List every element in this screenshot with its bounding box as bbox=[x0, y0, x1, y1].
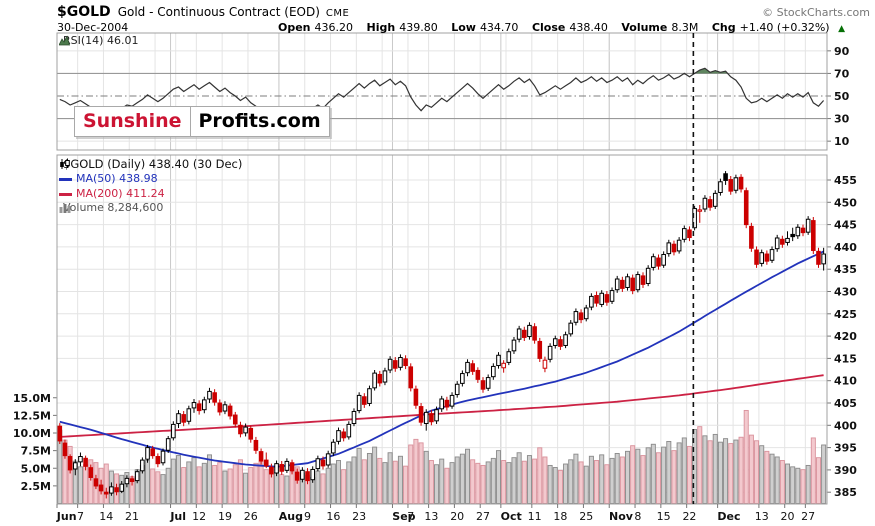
low-value: 434.70 bbox=[479, 21, 519, 34]
svg-text:14: 14 bbox=[99, 510, 113, 523]
svg-text:435: 435 bbox=[834, 263, 857, 276]
svg-text:430: 430 bbox=[834, 286, 857, 299]
svg-text:405: 405 bbox=[834, 397, 857, 410]
copyright: © StockCharts.com bbox=[762, 6, 870, 19]
volume-label: Volume bbox=[621, 21, 668, 34]
svg-text:7.5M: 7.5M bbox=[21, 445, 51, 458]
svg-text:455: 455 bbox=[834, 174, 857, 187]
svg-text:15: 15 bbox=[657, 510, 671, 523]
svg-text:395: 395 bbox=[834, 442, 857, 455]
svg-text:20: 20 bbox=[781, 510, 795, 523]
price-legend-title: $GOLD (Daily) 438.40 (30 Dec) bbox=[59, 158, 242, 170]
svg-text:10.0M: 10.0M bbox=[13, 427, 51, 440]
svg-text:Oct: Oct bbox=[501, 510, 522, 523]
svg-text:Nov: Nov bbox=[609, 510, 634, 523]
watermark-profits: Profits.com bbox=[189, 106, 330, 137]
ma200-legend-label: MA(200) 411.24 bbox=[76, 187, 165, 200]
quote-row: 30-Dec-2004 Open 436.20 High 439.80 Low 434… bbox=[57, 21, 845, 34]
svg-text:16: 16 bbox=[326, 510, 340, 523]
svg-text:70: 70 bbox=[834, 67, 850, 80]
svg-text:12: 12 bbox=[192, 510, 206, 523]
svg-text:9: 9 bbox=[304, 510, 311, 523]
svg-text:5.0M: 5.0M bbox=[21, 462, 51, 475]
svg-text:10: 10 bbox=[834, 135, 850, 148]
price-legend-label: $GOLD (Daily) 438.40 (30 Dec) bbox=[63, 157, 243, 171]
volume-legend-label: Volume 8,284,600 bbox=[63, 201, 164, 214]
svg-text:23: 23 bbox=[352, 510, 366, 523]
high-label: High bbox=[366, 21, 396, 34]
svg-text:22: 22 bbox=[682, 510, 696, 523]
svg-text:20: 20 bbox=[450, 510, 464, 523]
low-label: Low bbox=[451, 21, 476, 34]
svg-text:Aug: Aug bbox=[279, 510, 303, 523]
rsi-legend: RSI(14) 46.01 bbox=[59, 35, 138, 47]
svg-text:13: 13 bbox=[755, 510, 769, 523]
ma200-legend: MA(200) 411.24 bbox=[59, 188, 165, 200]
up-triangle-icon: ▲ bbox=[838, 24, 845, 34]
svg-text:Dec: Dec bbox=[717, 510, 740, 523]
exchange: CME bbox=[325, 8, 350, 19]
svg-text:385: 385 bbox=[834, 486, 857, 499]
svg-text:Jul: Jul bbox=[169, 510, 186, 523]
svg-text:425: 425 bbox=[834, 308, 857, 321]
quote-values: Open 436.20 High 439.80 Low 434.70 Close 438… bbox=[268, 21, 845, 34]
chg-label: Chg bbox=[711, 21, 736, 34]
high-value: 439.80 bbox=[399, 21, 438, 34]
svg-text:8: 8 bbox=[634, 510, 641, 523]
svg-text:7: 7 bbox=[77, 510, 84, 523]
svg-text:21: 21 bbox=[125, 510, 139, 523]
rsi-line bbox=[59, 67, 825, 115]
watermark-sunshine: Sunshine bbox=[74, 106, 190, 137]
svg-text:450: 450 bbox=[834, 196, 857, 209]
svg-text:415: 415 bbox=[834, 352, 857, 365]
svg-text:50: 50 bbox=[834, 90, 850, 103]
svg-text:Jun: Jun bbox=[56, 510, 77, 523]
svg-text:390: 390 bbox=[834, 464, 857, 477]
rsi-legend-label: RSI(14) 46.01 bbox=[63, 34, 139, 47]
ma200-line bbox=[59, 374, 824, 438]
volume-value: 8.3M bbox=[671, 21, 699, 34]
svg-text:90: 90 bbox=[834, 45, 850, 58]
svg-text:26: 26 bbox=[244, 510, 258, 523]
svg-text:25: 25 bbox=[579, 510, 593, 523]
svg-text:18: 18 bbox=[553, 510, 567, 523]
svg-text:27: 27 bbox=[476, 510, 490, 523]
open-value: 436.20 bbox=[314, 21, 354, 34]
candles bbox=[57, 171, 826, 499]
close-label: Close bbox=[531, 21, 566, 34]
svg-text:Sep: Sep bbox=[392, 510, 415, 523]
svg-text:15.0M: 15.0M bbox=[13, 392, 51, 405]
svg-text:30: 30 bbox=[834, 113, 850, 126]
svg-text:400: 400 bbox=[834, 419, 857, 432]
rsi-overbought-fill bbox=[684, 68, 728, 74]
chg-value: +1.40 (+0.32%) bbox=[739, 21, 830, 34]
svg-text:2.5M: 2.5M bbox=[21, 480, 51, 493]
open-label: Open bbox=[277, 21, 311, 34]
sunshine-profits-watermark: Sunshine Profits.com bbox=[74, 106, 330, 137]
ma200-line-swatch bbox=[59, 192, 72, 196]
ma50-legend-label: MA(50) 438.98 bbox=[76, 172, 158, 185]
ma50-line-swatch bbox=[59, 177, 72, 181]
svg-text:440: 440 bbox=[834, 241, 857, 254]
svg-text:11: 11 bbox=[528, 510, 542, 523]
security-name: Gold - Continuous Contract (EOD) bbox=[117, 5, 320, 19]
svg-text:7: 7 bbox=[407, 510, 414, 523]
svg-text:12.5M: 12.5M bbox=[13, 409, 51, 422]
svg-text:13: 13 bbox=[424, 510, 438, 523]
svg-text:445: 445 bbox=[834, 219, 857, 232]
svg-text:420: 420 bbox=[834, 330, 857, 343]
chart-header: $GOLD Gold - Continuous Contract (EOD) C… bbox=[57, 4, 870, 20]
svg-text:27: 27 bbox=[801, 510, 815, 523]
svg-text:410: 410 bbox=[834, 375, 857, 388]
quote-date: 30-Dec-2004 bbox=[57, 21, 129, 34]
close-value: 438.40 bbox=[569, 21, 608, 34]
volume-legend: Volume 8,284,600 bbox=[59, 202, 163, 214]
symbol: $GOLD bbox=[57, 4, 111, 20]
svg-text:19: 19 bbox=[218, 510, 232, 523]
ma50-legend: MA(50) 438.98 bbox=[59, 173, 158, 185]
